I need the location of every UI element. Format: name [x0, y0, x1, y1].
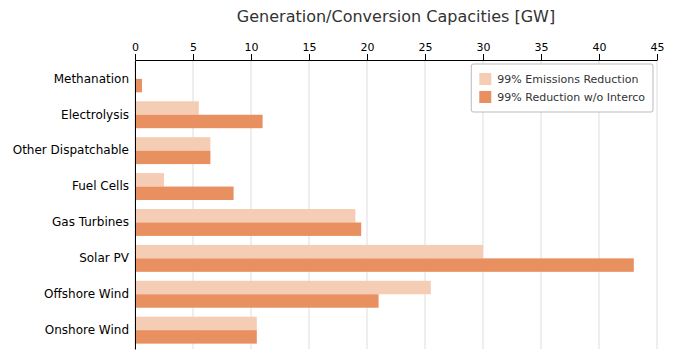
tick-mark	[251, 54, 252, 60]
legend-item: 99% Emissions Reduction	[479, 73, 638, 86]
category-axis: Methanation Electrolysis Other Dispatchabl…	[13, 61, 136, 350]
bar	[135, 281, 431, 294]
legend-label: 99% Reduction w/o Interco	[497, 91, 645, 104]
legend: 99% Emissions Reduction 99% Reduction w/o…	[471, 64, 653, 112]
bar	[135, 173, 164, 186]
tick-label: 40	[593, 41, 607, 54]
bar	[135, 294, 379, 307]
tick: 35	[535, 41, 549, 60]
tick-label: 35	[535, 41, 549, 54]
bar-series	[135, 101, 483, 330]
tick-mark	[657, 54, 658, 60]
tick-label: Other Dispatchable	[13, 143, 129, 157]
legend-swatch	[479, 73, 491, 85]
bar	[135, 101, 199, 114]
grid-line	[425, 60, 426, 349]
tick-mark	[309, 54, 310, 60]
tick-label: 0	[132, 41, 139, 54]
tick-mark	[483, 54, 484, 60]
chart-svg: Generation/Conversion Capacities [GW] 0 5 1…	[0, 0, 677, 361]
tick-label: 30	[477, 41, 491, 54]
grid	[135, 60, 657, 349]
plot-area: 0 5 10 15 20 25 30 35 40 45 Methanation Electrolysi…	[13, 41, 665, 350]
tick-label: Gas Turbines	[52, 215, 129, 229]
tick-label: 25	[419, 41, 433, 54]
tick-mark	[541, 54, 542, 60]
bar	[135, 245, 483, 258]
legend-label: 99% Emissions Reduction	[497, 73, 638, 86]
tick: Other Dispatchable	[13, 143, 129, 157]
tick: Onshore Wind	[45, 323, 129, 337]
tick: 25	[419, 41, 433, 60]
tick-label: Methanation	[54, 72, 129, 86]
tick: Solar PV	[79, 251, 130, 265]
bar	[135, 115, 263, 128]
bar	[135, 137, 210, 150]
tick: 10	[245, 41, 259, 60]
grid-line	[135, 60, 136, 349]
bar	[135, 209, 355, 222]
tick-mark	[367, 54, 368, 60]
tick-label: Offshore Wind	[44, 287, 129, 301]
bar	[135, 151, 210, 164]
bar	[135, 317, 257, 330]
tick-mark	[193, 54, 194, 60]
value-axis: 0 5 10 15 20 25 30 35 40 45	[132, 41, 665, 61]
tick: 15	[303, 41, 317, 60]
tick-label: Onshore Wind	[45, 323, 129, 337]
bar	[135, 222, 361, 235]
legend-box	[471, 64, 653, 112]
tick-mark	[425, 54, 426, 60]
tick-label: 45	[651, 41, 665, 54]
grid-line	[657, 60, 658, 349]
tick: 30	[477, 41, 491, 60]
tick: 20	[361, 41, 375, 60]
bar	[135, 330, 257, 343]
tick: Fuel Cells	[72, 179, 129, 193]
tick-mark	[135, 54, 136, 60]
tick-mark	[599, 54, 600, 60]
tick-label: 5	[190, 41, 197, 54]
tick-label: 15	[303, 41, 317, 54]
legend-item: 99% Reduction w/o Interco	[479, 91, 645, 104]
tick: Gas Turbines	[52, 215, 129, 229]
tick-label: Electrolysis	[61, 108, 129, 122]
tick: Methanation	[54, 72, 129, 86]
legend-swatch	[479, 91, 491, 103]
tick: Offshore Wind	[44, 287, 129, 301]
bar-series	[135, 79, 634, 344]
tick: Electrolysis	[61, 108, 129, 122]
bar	[135, 258, 634, 271]
tick-label: 10	[245, 41, 259, 54]
bar	[135, 79, 142, 92]
axis-line	[135, 61, 136, 350]
tick: 40	[593, 41, 607, 60]
tick-label: 20	[361, 41, 375, 54]
tick: 0	[132, 41, 139, 60]
tick-label: Solar PV	[79, 251, 130, 265]
bars	[135, 79, 634, 344]
bar	[135, 187, 234, 200]
tick: 5	[190, 41, 197, 60]
tick: 45	[651, 41, 665, 60]
axis-line	[136, 60, 658, 61]
tick-label: Fuel Cells	[72, 179, 129, 193]
chart-title: Generation/Conversion Capacities [GW]	[237, 7, 555, 26]
